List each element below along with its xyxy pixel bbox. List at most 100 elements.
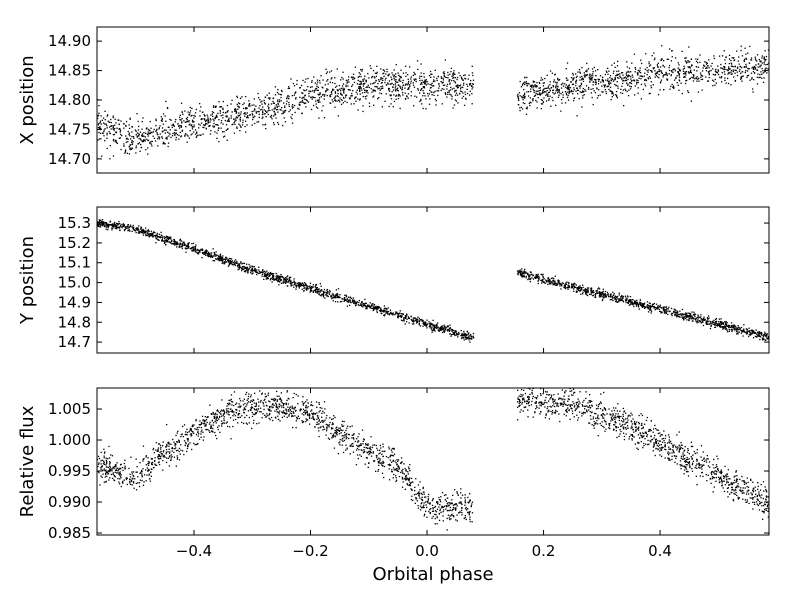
data-point — [343, 97, 344, 98]
data-point — [407, 89, 408, 90]
data-point — [442, 78, 443, 79]
data-point — [131, 149, 132, 150]
data-point — [523, 99, 524, 100]
data-point — [163, 130, 164, 131]
data-point — [236, 128, 237, 129]
data-point — [379, 88, 380, 89]
data-point — [464, 339, 465, 340]
data-point — [606, 72, 607, 73]
data-point — [540, 94, 541, 95]
data-point — [391, 83, 392, 84]
data-point — [147, 147, 148, 148]
data-point — [135, 230, 136, 231]
data-point — [721, 321, 722, 322]
data-point — [226, 130, 227, 131]
data-point — [148, 131, 149, 132]
data-point — [414, 96, 415, 97]
data-point — [220, 113, 221, 114]
data-point — [523, 89, 524, 90]
data-point — [322, 79, 323, 80]
data-point — [759, 336, 760, 337]
data-point — [339, 294, 340, 295]
data-point — [310, 87, 311, 88]
data-point — [662, 65, 663, 66]
data-point — [367, 86, 368, 87]
data-point — [467, 89, 468, 90]
data-point — [685, 73, 686, 74]
data-point — [351, 302, 352, 303]
data-point — [678, 90, 679, 91]
data-point — [337, 93, 338, 94]
data-point — [740, 50, 741, 51]
data-point — [368, 305, 369, 306]
data-point — [734, 70, 735, 71]
data-point — [355, 67, 356, 68]
data-point — [105, 119, 106, 120]
data-point — [385, 73, 386, 74]
data-point — [456, 79, 457, 80]
data-point — [172, 127, 173, 128]
data-point — [378, 79, 379, 80]
data-point — [627, 79, 628, 80]
data-point — [304, 82, 305, 83]
data-point — [252, 114, 253, 115]
data-point — [676, 75, 677, 76]
data-point — [304, 99, 305, 100]
data-point — [593, 292, 594, 293]
data-point — [207, 116, 208, 117]
data-point — [685, 76, 686, 77]
data-point — [555, 105, 556, 106]
data-point — [110, 119, 111, 120]
data-point — [655, 77, 656, 78]
data-point — [203, 124, 204, 125]
data-point — [426, 320, 427, 321]
data-point — [524, 103, 525, 104]
data-point — [546, 93, 547, 94]
data-point — [620, 77, 621, 78]
data-point — [186, 245, 187, 246]
data-point — [612, 96, 613, 97]
data-point — [408, 88, 409, 89]
data-point — [311, 109, 312, 110]
data-point — [555, 82, 556, 83]
data-point — [371, 77, 372, 78]
data-point — [313, 286, 314, 287]
data-point — [225, 120, 226, 121]
data-point — [545, 95, 546, 96]
data-point — [409, 86, 410, 87]
data-point — [540, 80, 541, 81]
data-point — [156, 132, 157, 133]
data-point — [727, 331, 728, 332]
data-point — [757, 83, 758, 84]
data-point — [170, 120, 171, 121]
data-point — [339, 89, 340, 90]
data-point — [574, 98, 575, 99]
data-point — [132, 231, 133, 232]
data-point — [244, 113, 245, 114]
data-point — [161, 116, 162, 117]
data-point — [272, 109, 273, 110]
data-point — [283, 281, 284, 282]
data-point — [413, 319, 414, 320]
data-point — [200, 124, 201, 125]
data-point — [286, 98, 287, 99]
data-point — [539, 92, 540, 93]
data-point — [283, 278, 284, 279]
data-point — [101, 115, 102, 116]
data-point — [382, 82, 383, 83]
data-point — [660, 307, 661, 308]
data-point — [193, 126, 194, 127]
data-point — [174, 243, 175, 244]
data-point — [264, 271, 265, 272]
data-point — [138, 231, 139, 232]
data-point — [394, 75, 395, 76]
data-point — [567, 97, 568, 98]
data-point — [659, 311, 660, 312]
data-point — [634, 54, 635, 55]
data-point — [311, 286, 312, 287]
data-point — [740, 330, 741, 331]
data-point — [614, 63, 615, 64]
data-point — [686, 71, 687, 72]
data-point — [473, 333, 474, 334]
data-point — [259, 271, 260, 272]
